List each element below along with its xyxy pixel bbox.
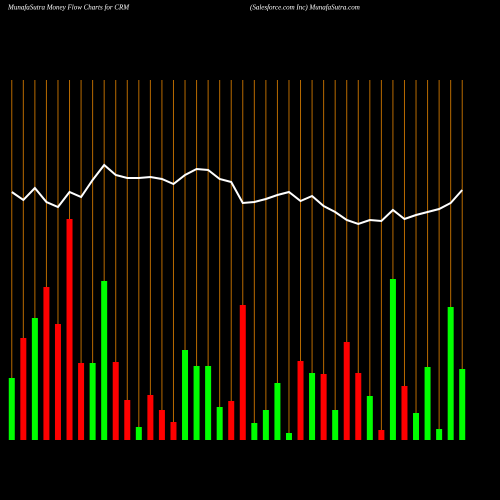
bar bbox=[378, 430, 385, 440]
money-flow-line bbox=[11, 163, 463, 226]
bar bbox=[158, 410, 165, 440]
bar bbox=[66, 219, 73, 440]
bar bbox=[309, 373, 316, 440]
bar bbox=[401, 386, 408, 440]
bar bbox=[170, 422, 177, 440]
bar bbox=[43, 287, 50, 440]
bar bbox=[78, 363, 85, 440]
bar bbox=[424, 367, 431, 440]
bar bbox=[228, 401, 235, 440]
bar bbox=[193, 366, 200, 440]
bar bbox=[216, 407, 223, 440]
bar bbox=[285, 433, 292, 440]
bar bbox=[101, 281, 108, 440]
bar bbox=[31, 318, 38, 440]
bar bbox=[297, 361, 304, 440]
bar bbox=[8, 378, 15, 440]
bar bbox=[389, 279, 396, 440]
bar bbox=[413, 413, 420, 440]
chart-subtitle: (Salesforce.com Inc) MunafaSutra.com bbox=[250, 4, 360, 12]
bar bbox=[147, 395, 154, 440]
bar bbox=[343, 342, 350, 440]
bar bbox=[54, 324, 61, 440]
bar bbox=[262, 410, 269, 440]
bar bbox=[436, 429, 443, 440]
bar bbox=[332, 410, 339, 440]
bar bbox=[447, 307, 454, 440]
bar bbox=[124, 400, 131, 440]
bar bbox=[20, 338, 27, 440]
bar bbox=[251, 423, 258, 440]
bar bbox=[89, 363, 96, 440]
bar bbox=[135, 427, 142, 440]
bar bbox=[366, 396, 373, 440]
bar bbox=[239, 305, 246, 440]
bar bbox=[320, 374, 327, 440]
bar bbox=[205, 366, 212, 440]
bar bbox=[112, 362, 119, 440]
chart-title: MunafaSutra Money Flow Charts for CRM bbox=[7, 4, 130, 12]
bar bbox=[459, 369, 466, 440]
bar bbox=[182, 350, 189, 440]
bar bbox=[274, 383, 281, 440]
bar bbox=[355, 373, 362, 440]
